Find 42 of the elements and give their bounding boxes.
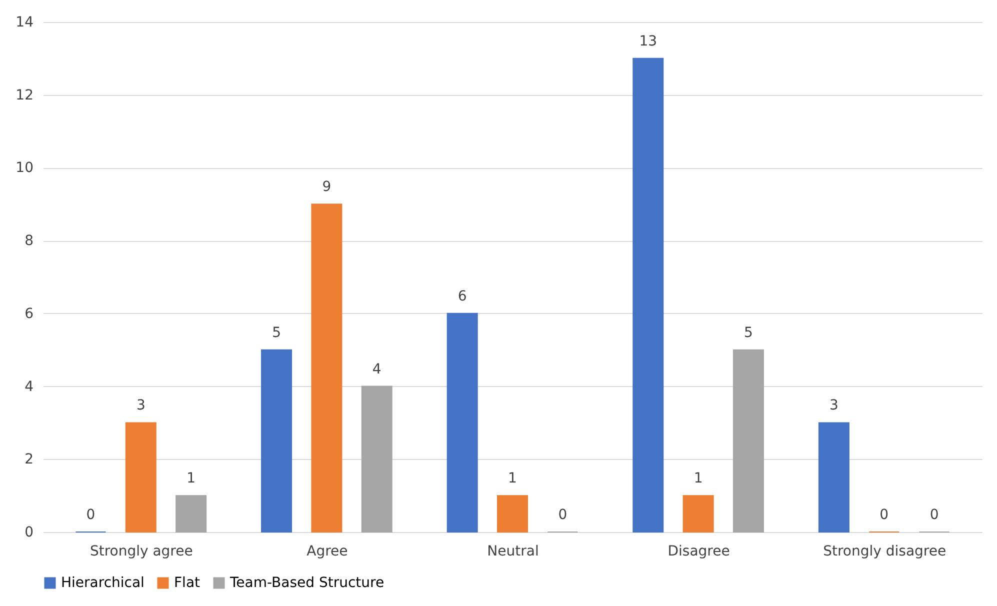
data-label: 5 — [272, 324, 281, 341]
bar — [261, 349, 292, 532]
data-label: 0 — [880, 507, 889, 523]
legend-label: Hierarchical — [61, 575, 144, 591]
bar — [682, 495, 714, 532]
bar — [497, 495, 528, 532]
y-tick-label: 0 — [24, 524, 34, 540]
x-tick-label: Strongly agree — [90, 544, 193, 560]
data-label: 1 — [508, 470, 517, 487]
bar — [311, 204, 342, 532]
y-tick-label: 4 — [24, 378, 34, 395]
y-tick-label: 8 — [24, 233, 34, 250]
legend-label: Team-Based Structure — [229, 575, 384, 591]
data-label: 6 — [458, 288, 467, 304]
bar — [732, 349, 764, 532]
bar — [632, 58, 664, 532]
data-label: 13 — [639, 33, 658, 50]
y-tick-label: 10 — [16, 160, 34, 176]
x-tick-label: Strongly disagree — [823, 544, 946, 560]
data-label: 1 — [186, 470, 196, 487]
bar — [361, 386, 392, 532]
data-label: 3 — [829, 398, 838, 414]
x-tick-label: Disagree — [668, 544, 730, 560]
data-label: 0 — [86, 507, 96, 523]
x-tick-label: Agree — [306, 544, 348, 560]
data-label: 1 — [694, 470, 703, 487]
y-tick-label: 2 — [24, 452, 34, 468]
y-tick-label: 6 — [24, 306, 34, 322]
bar — [818, 422, 850, 532]
data-label: 9 — [322, 179, 332, 196]
data-label: 0 — [558, 507, 568, 523]
bar — [446, 312, 478, 532]
bar — [125, 422, 156, 532]
bar — [176, 495, 207, 532]
legend-label: Flat — [174, 575, 201, 591]
data-label: 0 — [930, 507, 939, 523]
data-label: 4 — [372, 361, 382, 378]
y-tick-label: 12 — [16, 87, 34, 104]
x-tick-label: Neutral — [487, 544, 539, 560]
data-label: 3 — [136, 398, 146, 414]
data-label: 5 — [744, 324, 753, 341]
y-tick-label: 14 — [16, 14, 34, 30]
